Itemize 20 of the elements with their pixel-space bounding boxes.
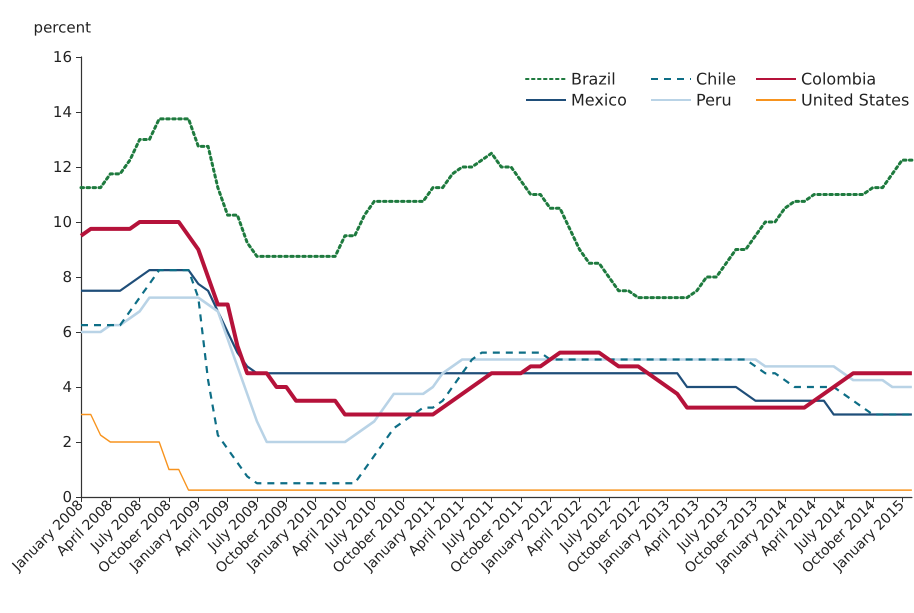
line-series — [79, 220, 914, 416]
y-axis-title: percent — [34, 18, 92, 36]
y-tick-label: 12 — [52, 158, 72, 176]
y-tick-label: 4 — [62, 378, 72, 396]
y-tick-label: 2 — [62, 433, 72, 451]
line-series — [80, 269, 913, 416]
legend-label: Mexico — [571, 90, 627, 110]
y-tick-label: 0 — [62, 488, 72, 506]
legend-label: Colombia — [801, 70, 876, 88]
line-series — [80, 117, 914, 300]
y-tick-label: 8 — [62, 268, 72, 286]
line-series — [80, 414, 913, 491]
y-tick-label: 14 — [52, 103, 72, 121]
legend-label: United States — [801, 90, 910, 110]
legend-label: Peru — [696, 90, 732, 110]
legend-label: Brazil — [571, 70, 616, 88]
y-tick-label: 6 — [62, 323, 72, 341]
y-tick-label: 10 — [52, 213, 72, 231]
y-tick-label: 16 — [52, 48, 72, 66]
legend-label: Chile — [696, 70, 736, 88]
